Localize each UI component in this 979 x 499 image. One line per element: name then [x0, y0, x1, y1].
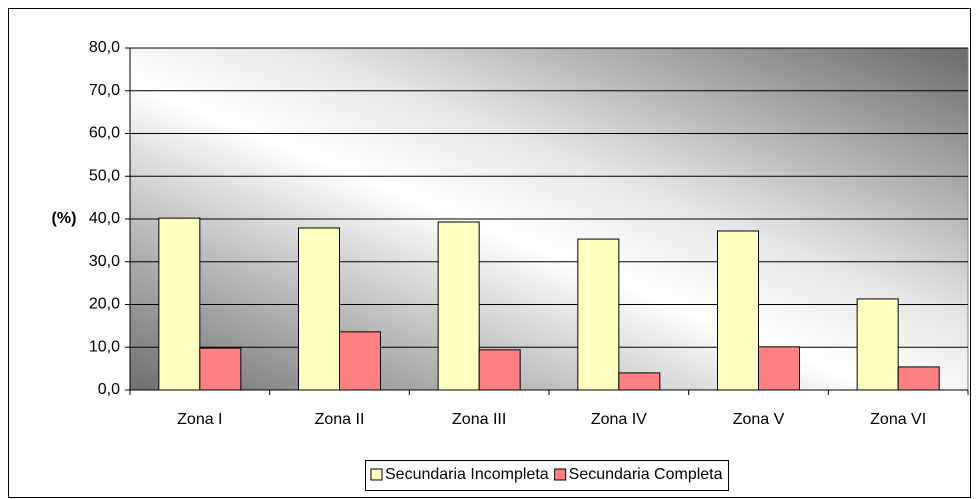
y-tick-label: 50,0 — [89, 167, 120, 184]
y-tick-label: 10,0 — [89, 338, 120, 355]
bar — [897, 366, 940, 391]
y-tick-label: 0,0 — [98, 381, 120, 398]
bar — [758, 346, 800, 391]
bar — [717, 230, 759, 391]
bar — [618, 372, 661, 391]
y-tick-label: 60,0 — [89, 125, 120, 142]
bar — [577, 238, 620, 391]
y-tick-label: 20,0 — [89, 296, 120, 313]
legend-swatch — [554, 468, 567, 481]
bar — [158, 217, 201, 391]
bar — [199, 347, 242, 391]
bar — [339, 331, 381, 391]
bar — [478, 349, 521, 391]
x-tick-label: Zona VI — [870, 411, 926, 428]
x-tick-label: Zona IV — [591, 411, 647, 428]
legend-label: Secundaria Completa — [569, 466, 723, 483]
bar — [298, 227, 340, 391]
legend-label: Secundaria Incompleta — [385, 466, 549, 483]
bar — [437, 221, 480, 391]
legend-swatch — [370, 468, 383, 481]
y-axis-label: (%) — [52, 210, 77, 227]
y-tick-label: 80,0 — [89, 39, 120, 56]
y-tick-label: 70,0 — [89, 82, 120, 99]
x-tick-label: Zona II — [315, 411, 365, 428]
legend-box — [365, 460, 730, 491]
y-tick-label: 40,0 — [89, 210, 120, 227]
x-tick-label: Zona III — [452, 411, 506, 428]
x-tick-label: Zona I — [177, 411, 222, 428]
bar — [856, 298, 899, 391]
x-tick-label: Zona V — [733, 411, 785, 428]
y-tick-label: 30,0 — [89, 253, 120, 270]
